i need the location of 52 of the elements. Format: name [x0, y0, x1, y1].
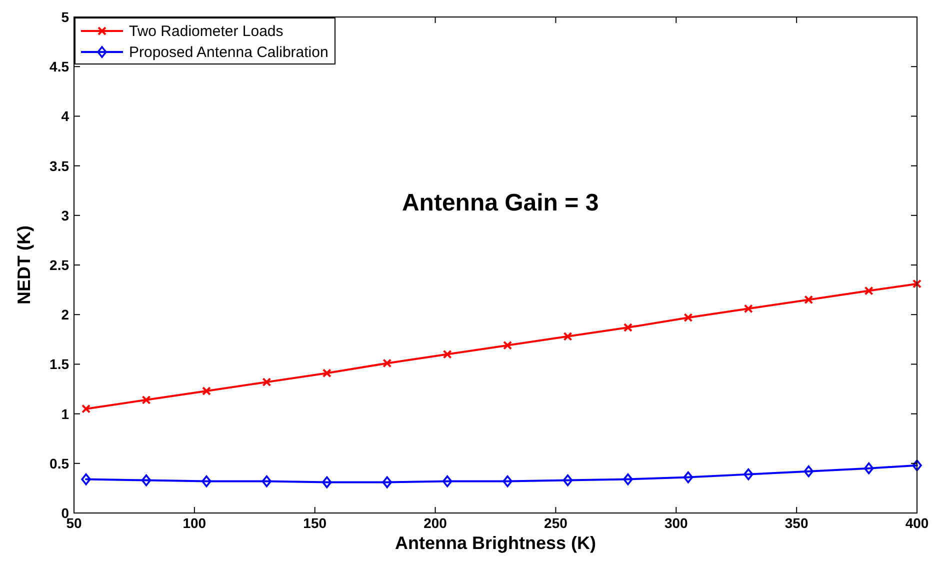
- x-tick-label: 350: [784, 515, 808, 531]
- point: [684, 313, 693, 322]
- point: [202, 386, 211, 396]
- point: [442, 350, 452, 359]
- y-tick-label: 1: [61, 406, 70, 422]
- legend-label: Proposed Antenna Calibration: [129, 44, 328, 61]
- point: [202, 475, 212, 488]
- point: [141, 474, 152, 486]
- point: [562, 474, 573, 486]
- y-tick-label: 3: [61, 207, 70, 224]
- point: [82, 404, 91, 414]
- point: [382, 476, 392, 488]
- point: [744, 304, 753, 314]
- point: [322, 476, 332, 488]
- point: [382, 358, 392, 368]
- y-tick-label: 2.5: [50, 257, 70, 273]
- y-tick-label: 1.5: [50, 356, 70, 372]
- y-tick-label: 2: [61, 306, 70, 323]
- point: [864, 462, 874, 474]
- point: [623, 473, 633, 486]
- x-tick-label: 300: [664, 515, 688, 531]
- point: [442, 475, 452, 488]
- point: [912, 459, 922, 472]
- x-tick-label: 400: [905, 515, 929, 531]
- point: [563, 332, 572, 341]
- point: [81, 473, 91, 486]
- point: [683, 471, 694, 484]
- point: [142, 395, 151, 404]
- x-axis-title: Antenna Brightness (K): [394, 533, 596, 553]
- point: [262, 378, 272, 387]
- legend-label: Two Radiometer Loads: [129, 23, 284, 40]
- y-tick-label: 0.5: [50, 455, 70, 472]
- point: [262, 475, 272, 488]
- point: [623, 322, 632, 332]
- y-axis-title: NEDT (K): [14, 226, 34, 304]
- y-tick-label: 5: [61, 9, 70, 25]
- point: [864, 286, 874, 296]
- point: [502, 475, 512, 488]
- annotation: Antenna Gain = 3: [402, 189, 599, 216]
- x-tick-label: 150: [303, 515, 327, 531]
- y-tick-label: 3.5: [50, 158, 70, 174]
- x-tick-label: 250: [544, 515, 568, 531]
- point: [804, 465, 814, 478]
- point: [804, 295, 814, 304]
- point: [912, 279, 922, 288]
- x-tick-label: 200: [424, 515, 448, 531]
- y-tick-label: 4.5: [50, 58, 70, 75]
- point: [322, 368, 332, 378]
- x-tick-label: 100: [182, 515, 206, 531]
- point: [744, 468, 754, 480]
- y-tick-label: 4: [61, 108, 70, 124]
- point: [503, 340, 512, 350]
